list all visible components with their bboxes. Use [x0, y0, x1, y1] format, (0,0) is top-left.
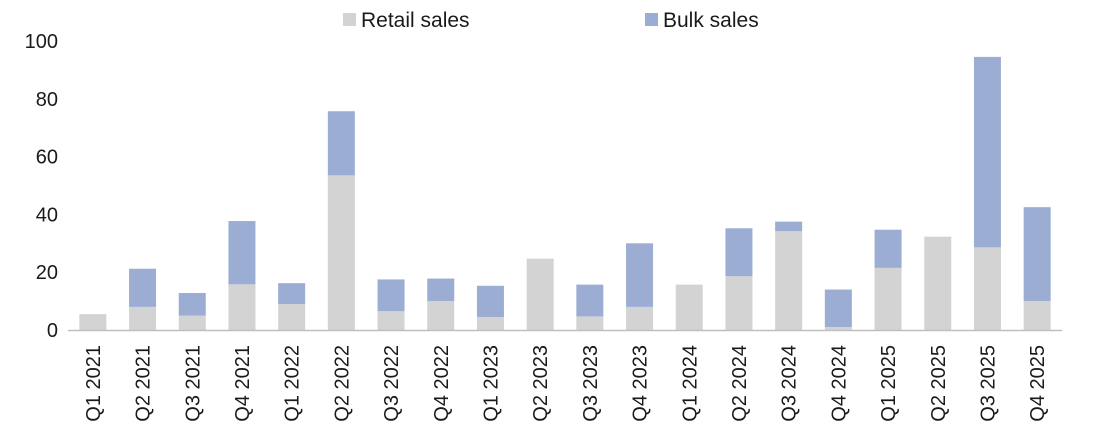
bar-retail-sales	[327, 175, 355, 330]
y-axis: 0 20 40 60 80 100	[25, 31, 58, 342]
bar-bulk-sales	[824, 289, 852, 328]
x-tick-label: Q4 2025	[1027, 345, 1049, 422]
bar-retail-sales	[278, 303, 306, 330]
bar-retail-sales	[526, 258, 554, 330]
x-tick-label: Q2 2022	[331, 345, 353, 422]
legend-label-bulk-sales: Bulk sales	[663, 9, 759, 32]
bar-bulk-sales	[327, 111, 355, 176]
x-tick-label: Q1 2025	[878, 345, 900, 422]
bar-retail-sales	[725, 276, 753, 330]
x-axis: Q1 2021 Q2 2021 Q3 2021 Q4 2021 Q1 2022 Q2 20…	[68, 329, 1062, 422]
x-tick-label: Q2 2025	[928, 345, 950, 422]
x-tick-label: Q4 2024	[828, 345, 850, 422]
bar-bulk-sales	[725, 228, 753, 277]
bar-bulk-sales	[427, 278, 455, 302]
bar-bulk-sales	[576, 284, 604, 317]
bar-retail-sales	[427, 301, 455, 330]
y-tick-label: 100	[25, 31, 58, 53]
bar-retail-sales	[79, 314, 107, 330]
bar-bulk-sales	[476, 285, 504, 317]
bar-retail-sales	[228, 284, 256, 330]
bar-retail-sales	[973, 247, 1001, 330]
x-tick-label: Q3 2022	[381, 345, 403, 422]
bar-bulk-sales	[874, 229, 902, 268]
bar-retail-sales	[675, 284, 703, 330]
y-tick-label: 0	[47, 320, 58, 342]
x-tick-label: Q4 2023	[630, 345, 652, 422]
bar-bulk-sales	[775, 221, 803, 232]
y-tick-label: 20	[36, 262, 58, 284]
bar-retail-sales	[129, 306, 157, 330]
x-tick-label: Q2 2023	[530, 345, 552, 422]
x-tick-label: Q3 2021	[182, 345, 204, 422]
x-tick-label: Q2 2024	[729, 345, 751, 422]
bar-retail-sales	[476, 316, 504, 330]
y-tick-label: 40	[36, 204, 58, 226]
bar-retail-sales	[626, 306, 654, 330]
bar-retail-sales	[178, 315, 206, 330]
legend-label-retail-sales: Retail sales	[361, 9, 470, 32]
bar-retail-sales	[924, 236, 952, 330]
bar-bulk-sales	[278, 283, 306, 304]
bar-bulk-sales	[129, 268, 157, 307]
bar-bulk-sales	[973, 56, 1001, 248]
x-tick-label: Q3 2024	[779, 345, 801, 422]
bar-bulk-sales	[377, 279, 405, 312]
chart-legend: Retail sales Bulk sales	[343, 9, 759, 32]
x-tick-label: Q3 2023	[580, 345, 602, 422]
y-tick-label: 60	[36, 147, 58, 169]
legend-swatch-retail-sales	[343, 13, 356, 26]
bar-bulk-sales	[228, 221, 256, 285]
x-tick-label: Q4 2022	[431, 345, 453, 422]
x-tick-label: Q4 2021	[232, 345, 254, 422]
x-tick-label: Q1 2024	[679, 345, 701, 422]
y-tick-label: 80	[36, 89, 58, 111]
bar-retail-sales	[576, 316, 604, 330]
bar-bulk-sales	[1023, 207, 1051, 302]
bar-series-group	[79, 56, 1051, 330]
bar-bulk-sales	[178, 293, 206, 316]
bar-retail-sales	[1023, 301, 1051, 330]
x-tick-label: Q1 2022	[282, 345, 304, 422]
bar-retail-sales	[377, 311, 405, 330]
bar-retail-sales	[824, 327, 852, 330]
x-tick-label: Q1 2023	[480, 345, 502, 422]
x-tick-label: Q2 2021	[133, 345, 155, 422]
x-tick-label: Q1 2021	[83, 345, 105, 422]
legend-swatch-bulk-sales	[645, 13, 658, 26]
bar-retail-sales	[874, 267, 902, 330]
x-tick-label: Q3 2025	[977, 345, 999, 422]
bar-retail-sales	[775, 231, 803, 330]
bar-bulk-sales	[626, 243, 654, 307]
